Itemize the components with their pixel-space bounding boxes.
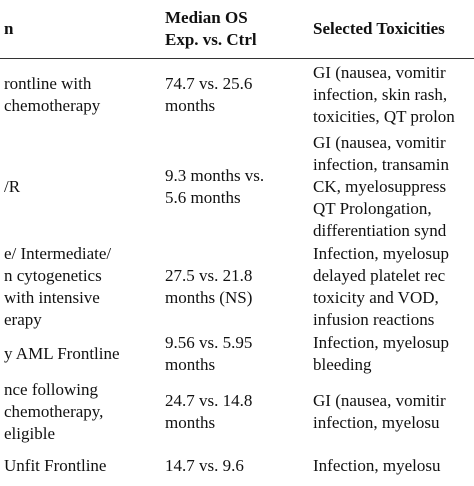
cell-text: months (165, 96, 216, 115)
cell-text: toxicity and VOD, (313, 288, 439, 307)
table-row: y AML Frontline 9.56 vs. 5.95 months Infect… (0, 331, 474, 377)
table-cell: 74.7 vs. 25.6 months (165, 60, 305, 130)
table-cell: Infection, myelosu (313, 446, 474, 486)
cell-text: delayed platelet rec (313, 266, 446, 285)
cell-text: infection, myelosu (313, 413, 440, 432)
table-cell: e/ Intermediate/n cytogenetics with inten… (4, 243, 154, 331)
cell-text: 74.7 vs. 25.6 (165, 74, 253, 93)
table-row: e/ Intermediate/n cytogenetics with inten… (0, 243, 474, 331)
cell-text: n cytogenetics (4, 266, 102, 285)
cell-text: rontline with (4, 74, 92, 93)
table-cell: Infection, myelosup delayed platelet rec t… (313, 243, 474, 331)
cell-text: 5.6 months (165, 187, 241, 207)
table-row: rontline with chemotherapy 74.7 vs. 25.6 mo… (0, 60, 474, 130)
cell-text: GI (nausea, vomitir (313, 132, 446, 152)
table-cell: Unfit Frontline (4, 446, 154, 486)
cell-text: with intensive (4, 288, 100, 307)
cell-text: eligible (4, 424, 55, 443)
cell-text: infection, transamin (313, 154, 449, 174)
table-cell: 9.56 vs. 5.95 months (165, 331, 305, 377)
table-cell: /R (4, 131, 154, 242)
table-cell: 14.7 vs. 9.6 (165, 446, 305, 486)
cell-text: /R (4, 176, 21, 196)
table-cell: GI (nausea, vomitir infection, myelosu (313, 378, 474, 446)
cell-text: Infection, myelosup (313, 244, 449, 263)
cell-text: months (165, 355, 216, 374)
cell-text: Infection, myelosu (313, 456, 441, 475)
cell-text: infusion reactions (313, 310, 435, 329)
cell-text: Unfit Frontline (4, 456, 107, 475)
cell-text: months (165, 413, 216, 432)
table-cell: y AML Frontline (4, 331, 154, 377)
cell-text: chemotherapy, (4, 402, 104, 421)
cell-text: Selected Toxicities (313, 19, 445, 38)
cell-text: months (NS) (165, 288, 253, 307)
cell-text: bleeding (313, 355, 372, 374)
cell-text: nce following (4, 380, 98, 399)
header-row: n Median OS Exp. vs. Ctrl Selected Toxiciti… (0, 0, 474, 58)
cell-text: n (4, 19, 14, 38)
header-cell: Selected Toxicities (313, 0, 474, 58)
table-page: (() => { const data = JSON.parse(documen… (0, 0, 474, 475)
cell-text: e/ Intermediate/ (4, 244, 112, 263)
table-cell: Infection, myelosup bleeding (313, 331, 474, 377)
cell-text: infection, skin rash, (313, 85, 448, 104)
table-cell: GI (nausea, vomitir infection, skin rash,… (313, 60, 474, 130)
table-row: Unfit Frontline 14.7 vs. 9.6 Infection, my… (0, 446, 474, 486)
table-cell: nce following chemotherapy, eligible (4, 378, 154, 446)
header-cell: n (4, 0, 154, 58)
cell-text: chemotherapy (4, 96, 101, 115)
cell-text: Median OS (165, 8, 248, 27)
cell-text: y AML Frontline (4, 344, 120, 363)
cell-text: 27.5 vs. 21.8 (165, 266, 253, 285)
table-row: nce following chemotherapy, eligible 24.7 v… (0, 378, 474, 446)
table-cell: 9.3 months vs. 5.6 months (165, 131, 305, 242)
cell-text: 9.3 months vs. (165, 165, 265, 185)
cell-text: QT Prolongation, (313, 198, 432, 218)
table-cell: GI (nausea, vomitir infection, transamin C… (313, 131, 474, 242)
cell-text: GI (nausea, vomitir (313, 63, 446, 82)
cell-text: 24.7 vs. 14.8 (165, 391, 253, 410)
cell-text: Infection, myelosup (313, 333, 449, 352)
cell-text: GI (nausea, vomitir (313, 391, 446, 410)
table-row: /R 9.3 months vs. 5.6 months GI (nausea, vo… (0, 131, 474, 242)
header-cell: Median OS Exp. vs. Ctrl (165, 0, 305, 58)
cell-text: toxicities, QT prolon (313, 107, 455, 126)
table-cell: 24.7 vs. 14.8 months (165, 378, 305, 446)
table-cell: 27.5 vs. 21.8 months (NS) (165, 243, 305, 331)
header-rule (0, 58, 474, 59)
cell-text: erapy (4, 310, 42, 329)
cell-text: differentiation synd (313, 220, 447, 240)
cell-text: Exp. vs. Ctrl (165, 30, 257, 49)
table-cell: rontline with chemotherapy (4, 60, 154, 130)
cell-text: 9.56 vs. 5.95 (165, 333, 253, 352)
cell-text: CK, myelosuppress (313, 176, 447, 196)
cell-text: 14.7 vs. 9.6 (165, 456, 244, 475)
